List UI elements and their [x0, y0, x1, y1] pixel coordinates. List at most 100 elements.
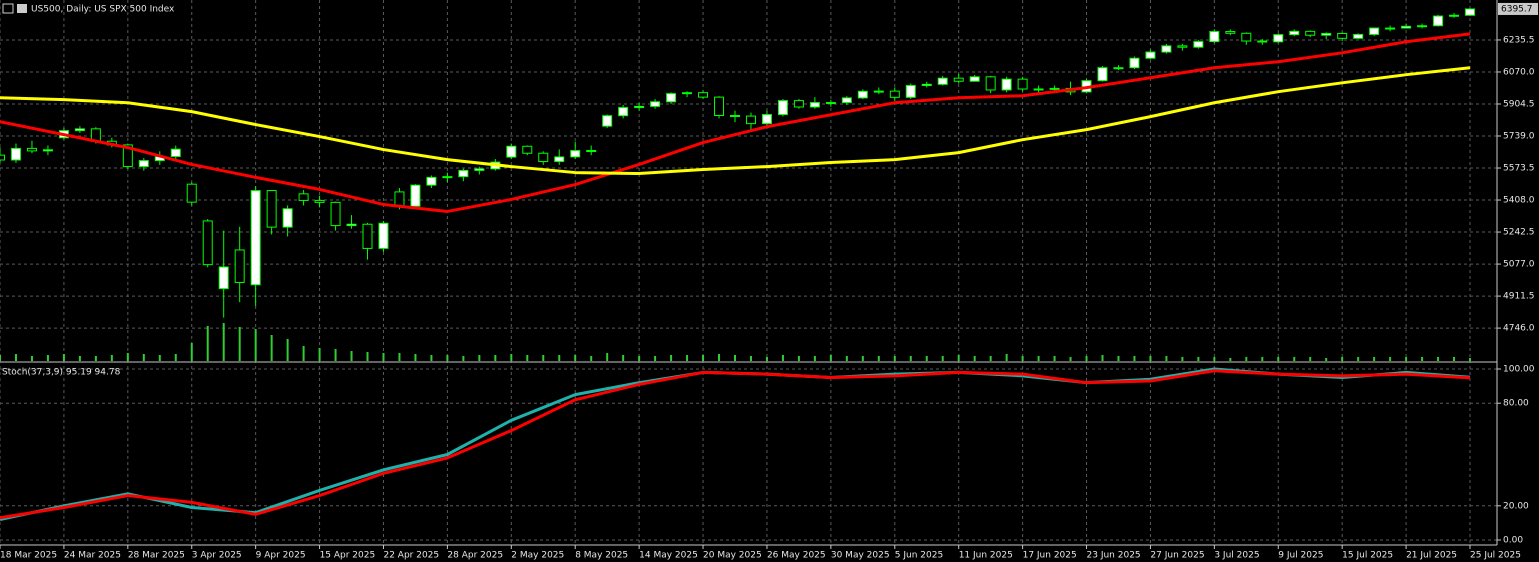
candle-body	[1097, 67, 1108, 82]
indicator-line	[0, 32, 1471, 213]
candle-body	[889, 90, 900, 98]
y-tick-label: 5573.5	[1503, 164, 1535, 174]
candle-body	[298, 193, 309, 201]
candle-body	[426, 176, 437, 186]
volume-bar	[718, 354, 721, 361]
candle-body	[1449, 14, 1460, 17]
symbol-icon[interactable]	[17, 4, 27, 13]
volume-bar	[1261, 357, 1264, 361]
x-tick-label: 27 Jun 2025	[1150, 551, 1204, 561]
volume-bar	[398, 353, 401, 361]
candle-body	[618, 107, 629, 117]
indicator-line	[0, 66, 1471, 176]
volume-bar	[1309, 357, 1312, 361]
volume-bar	[494, 355, 497, 361]
volume-bar	[686, 355, 689, 361]
volume-bar	[14, 354, 17, 361]
candle-body	[698, 92, 709, 98]
volume-bar	[1213, 357, 1216, 361]
candle-body	[442, 176, 453, 179]
volume-bar	[158, 355, 161, 361]
volume-bar	[1181, 357, 1184, 361]
volume-bar	[941, 356, 944, 361]
volume-bar	[334, 349, 337, 361]
candle-body	[1145, 51, 1156, 59]
volume-bar	[845, 356, 848, 361]
volume-bar	[1117, 356, 1120, 361]
x-tick-label: 30 May 2025	[831, 551, 890, 561]
volume-bar	[1277, 357, 1280, 361]
candle-body	[42, 149, 53, 152]
y-tick-label: 5242.5	[1503, 228, 1535, 238]
volume-bar	[190, 343, 193, 361]
candle-body	[873, 90, 884, 93]
volume-bar	[414, 354, 417, 361]
y-tick-label: 5077.0	[1503, 260, 1535, 270]
volume-bar	[670, 355, 673, 361]
x-tick-label: 22 Apr 2025	[383, 551, 439, 561]
candle-body	[745, 115, 756, 125]
volume-bar	[142, 354, 145, 361]
candle-body	[170, 148, 181, 158]
candle-body	[202, 220, 213, 266]
candle-body	[586, 150, 597, 153]
volume-bar	[1421, 357, 1424, 361]
volume-bar	[1357, 357, 1360, 361]
volume-bar	[1293, 357, 1296, 361]
volume-bar	[1229, 358, 1232, 361]
candle-body	[266, 190, 277, 228]
volume-bar	[654, 356, 657, 361]
x-tick-label: 2 May 2025	[511, 551, 564, 561]
candle-body	[1417, 25, 1428, 28]
y-tick-label: 80.00	[1503, 399, 1529, 409]
volume-bar	[254, 329, 257, 361]
volume-bar	[957, 355, 960, 361]
candle-body	[506, 145, 517, 158]
candle-body	[1225, 31, 1236, 34]
volume-bar	[1021, 356, 1024, 361]
volume-bar	[1005, 354, 1008, 361]
candle-body	[1305, 30, 1316, 36]
x-tick-label: 26 May 2025	[767, 551, 826, 561]
candle-body	[714, 96, 725, 116]
candle-body	[650, 101, 661, 107]
candle-body	[905, 85, 916, 98]
volume-bar	[638, 356, 641, 361]
candle-body	[857, 90, 868, 99]
y-tick-label: 5904.5	[1503, 99, 1535, 109]
candle-body	[138, 160, 149, 168]
menu-icon[interactable]	[2, 3, 14, 14]
volume-bar	[1133, 356, 1136, 361]
candle-body	[666, 93, 677, 103]
volume-bar	[62, 354, 65, 361]
volume-bar	[366, 352, 369, 361]
volume-bar	[622, 355, 625, 361]
candle-body	[314, 199, 325, 203]
candle-body	[1129, 57, 1140, 69]
candle-body	[362, 223, 373, 249]
volume-bar	[973, 356, 976, 361]
volume-bar	[1469, 358, 1471, 361]
volume-bar	[1437, 357, 1440, 361]
volume-bar	[1341, 357, 1344, 361]
candle-body	[1113, 67, 1124, 70]
volume-bar	[1085, 356, 1088, 361]
volume-bar	[877, 356, 880, 361]
volume-bar	[781, 355, 784, 361]
volume-bar	[1325, 358, 1328, 361]
volume-bar	[526, 355, 529, 361]
x-tick-label: 15 Jul 2025	[1342, 551, 1393, 561]
x-tick-label: 28 Apr 2025	[447, 551, 503, 561]
plot-area	[0, 8, 1475, 521]
indicator-line	[0, 369, 1471, 520]
volume-bar	[478, 355, 481, 361]
volume-bar	[0, 355, 1, 361]
y-tick-label: 5739.0	[1503, 132, 1535, 142]
candle-body	[218, 266, 229, 290]
volume-bar	[1037, 356, 1040, 361]
candle-body	[1369, 27, 1380, 35]
candle-body	[921, 83, 932, 87]
volume-bar	[1405, 357, 1408, 361]
